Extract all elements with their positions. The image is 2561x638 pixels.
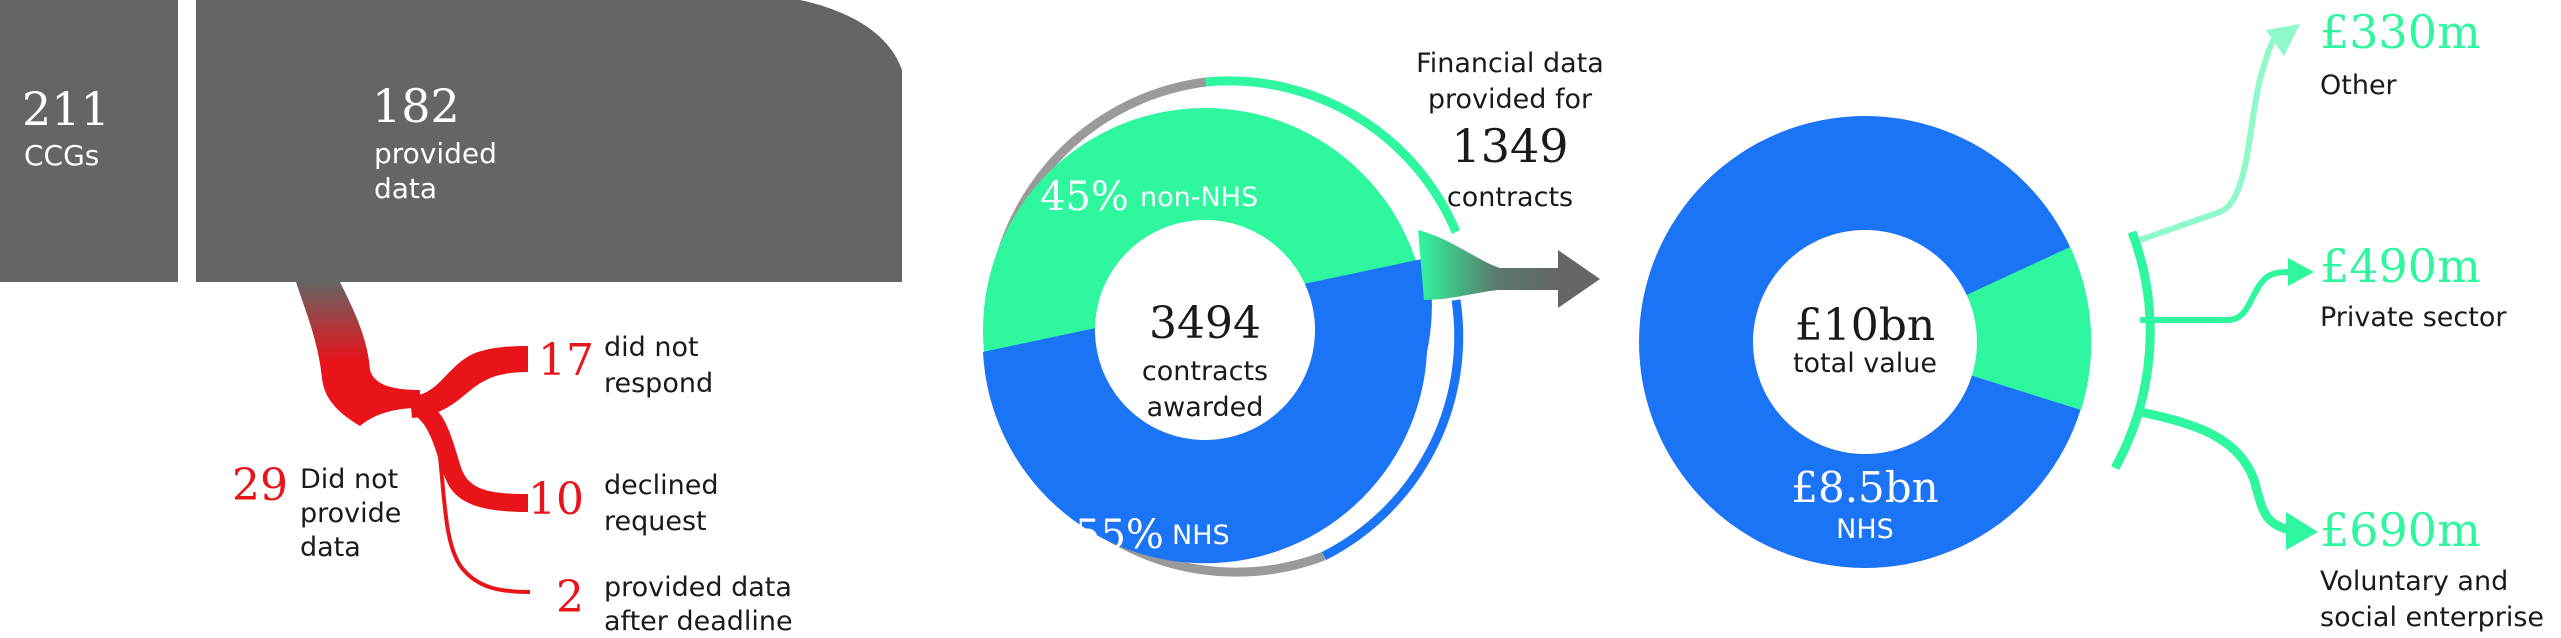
value-nhs-label: NHS <box>1836 514 1894 545</box>
financial-line1: Financial data <box>1416 48 1604 79</box>
segment-private-value: £490m <box>2320 239 2481 293</box>
breakdown-2-line2: request <box>604 506 707 537</box>
segment-voluntary-label-1: Voluntary and <box>2320 566 2508 597</box>
breakdown-2-line1: declined <box>604 470 718 501</box>
contracts-label-2: awarded <box>1147 392 1264 423</box>
breakdown-3-number: 2 <box>556 572 584 623</box>
value-ring-hole <box>1753 230 1977 454</box>
contracts-total: 3494 <box>1149 298 1261 349</box>
segments-bracket <box>2111 230 2155 471</box>
financial-flow <box>1418 230 1560 300</box>
branch-after-deadline <box>432 419 531 594</box>
segment-voluntary-value: £690m <box>2320 503 2481 557</box>
contracts-nhs-pct: 55% <box>1075 512 1164 558</box>
segment-other-label: Other <box>2320 70 2398 101</box>
branch-other <box>2139 31 2281 243</box>
branch-declined <box>412 400 528 512</box>
breakdown-3-line1: provided data <box>604 572 792 603</box>
contracts-ring-hole <box>1095 220 1315 440</box>
not-provided-label-1: Did not <box>300 464 398 495</box>
contracts-label-1: contracts <box>1142 356 1268 387</box>
ccgs-block <box>0 0 178 282</box>
branch-did-not-respond <box>410 346 528 418</box>
provided-label-2: data <box>374 172 437 205</box>
not-provided-label-3: data <box>300 532 361 563</box>
branch-other-arrow <box>2266 24 2300 56</box>
non-nhs-value-segment <box>1865 247 2092 410</box>
breakdown-3-line2: after deadline <box>604 606 793 637</box>
not-provided-label-2: provide <box>300 498 401 529</box>
contracts-non-nhs-label: non-NHS <box>1140 182 1258 213</box>
ccgs-number: 211 <box>22 82 110 136</box>
outer-blue-arc <box>1321 299 1464 561</box>
branch-voluntary-arrow <box>2286 512 2318 550</box>
provided-number: 182 <box>372 79 460 133</box>
branch-private <box>2140 269 2291 323</box>
outer-green-arc <box>1205 76 1461 234</box>
breakdown-1-line2: respond <box>604 368 713 399</box>
value-total: £10bn <box>1795 300 1936 351</box>
branch-voluntary <box>2139 407 2292 535</box>
segment-other-value: £330m <box>2320 5 2481 59</box>
financial-number: 1349 <box>1451 119 1568 173</box>
breakdown-2-number: 10 <box>528 474 584 525</box>
financial-line3: contracts <box>1447 182 1573 213</box>
segment-private-label: Private sector <box>2320 302 2507 333</box>
provided-label-1: provided <box>374 137 497 170</box>
financial-arrow-head <box>1558 250 1600 308</box>
contracts-nhs-label: NHS <box>1172 520 1230 551</box>
breakdown-1-number: 17 <box>538 335 594 386</box>
branch-private-arrow <box>2288 258 2314 286</box>
segment-voluntary-label-2: social enterprise <box>2320 602 2544 633</box>
contracts-non-nhs-pct: 45% <box>1040 174 1129 220</box>
financial-line2: provided for <box>1428 84 1593 115</box>
not-provided-number: 29 <box>232 460 288 511</box>
breakdown-1-line1: did not <box>604 332 699 363</box>
value-total-label: total value <box>1793 348 1937 379</box>
provided-flow <box>196 0 902 282</box>
not-provided-flow <box>296 282 420 426</box>
value-nhs: £8.5bn <box>1791 463 1938 512</box>
ccgs-label: CCGs <box>24 139 99 172</box>
